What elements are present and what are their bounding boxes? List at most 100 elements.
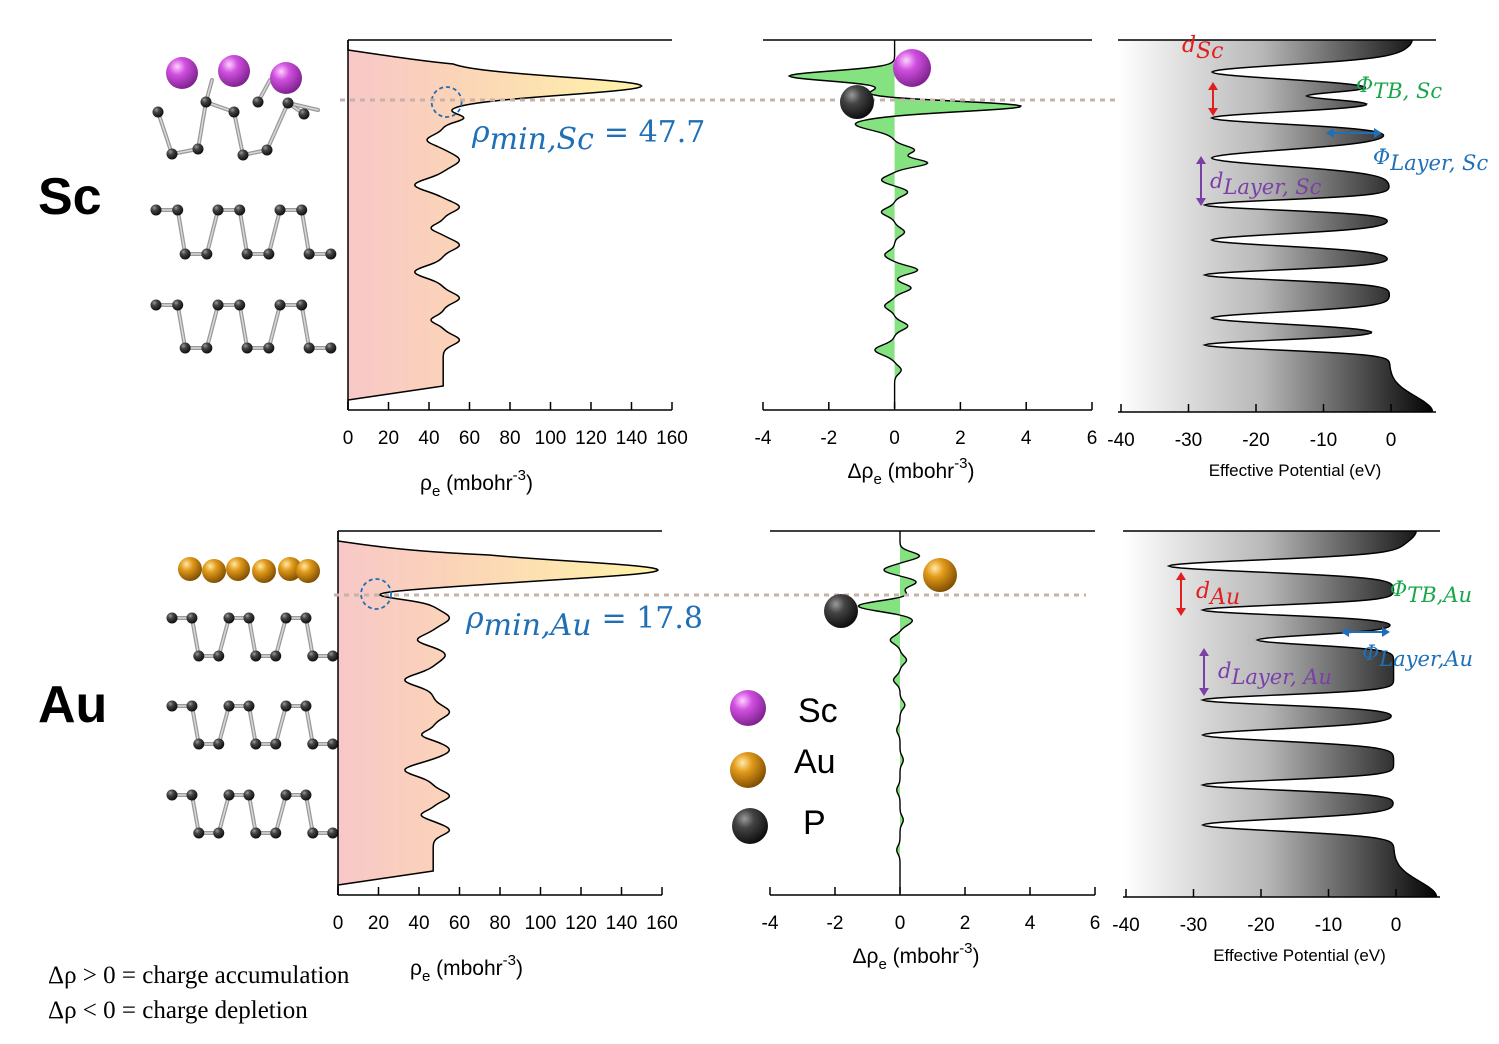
atom bbox=[223, 789, 235, 801]
atomic-structures bbox=[150, 55, 339, 839]
bond-highlight bbox=[176, 209, 186, 255]
bond-highlight bbox=[238, 304, 248, 349]
atom bbox=[296, 559, 320, 583]
p-sphere-marker-au bbox=[824, 594, 858, 628]
drho-tick-label: -2 bbox=[827, 913, 844, 934]
drho-axis-label: Δρe (mbohr-3) bbox=[853, 940, 980, 973]
atom bbox=[243, 700, 255, 712]
d-sc-arrow-head-top bbox=[1208, 82, 1218, 90]
atom bbox=[166, 789, 178, 801]
bond-highlight bbox=[248, 617, 257, 657]
bond-highlight bbox=[233, 111, 244, 156]
atom bbox=[252, 96, 264, 108]
bond-highlight bbox=[268, 209, 281, 255]
atom bbox=[213, 738, 225, 750]
drho-curve-line bbox=[857, 531, 921, 893]
axis-label-sub: e bbox=[873, 471, 881, 488]
rho-min-sc-annotation: ρmin,Sc = 47.7 bbox=[471, 115, 705, 157]
atom bbox=[263, 342, 275, 354]
legend: Sc Au P bbox=[730, 690, 838, 844]
atom bbox=[166, 700, 178, 712]
atom bbox=[274, 204, 286, 216]
legend-p-sphere bbox=[732, 808, 768, 844]
atom bbox=[250, 650, 262, 662]
pot-tick-label: 0 bbox=[1386, 430, 1397, 451]
phi-layer-sc-arrow-head-right bbox=[1374, 128, 1382, 138]
rho-subscript: min,Au bbox=[484, 608, 592, 643]
atom bbox=[327, 650, 339, 662]
atom bbox=[193, 827, 205, 839]
axis-label-unit: (mbohr bbox=[440, 472, 512, 495]
atom bbox=[296, 204, 308, 216]
row-label-sc: Sc bbox=[38, 168, 102, 226]
atom bbox=[261, 144, 273, 156]
rho-tick-label: 80 bbox=[489, 913, 510, 934]
drho-curve-line bbox=[787, 40, 1023, 408]
atom bbox=[270, 827, 282, 839]
atom bbox=[213, 827, 225, 839]
axis-label-sup: -3 bbox=[959, 940, 972, 957]
atom bbox=[226, 557, 250, 581]
bond-highlight bbox=[305, 794, 314, 834]
rho-curve-line bbox=[347, 40, 643, 410]
atom bbox=[280, 700, 292, 712]
atom bbox=[303, 248, 315, 260]
phi-tb-au-label: ΦTB,Au bbox=[1390, 577, 1472, 607]
note-accumulation: Δρ > 0 = charge accumulation bbox=[48, 962, 350, 989]
atom bbox=[296, 299, 308, 311]
row-label-au: Au bbox=[38, 676, 107, 734]
rho-tick-label: 20 bbox=[378, 428, 399, 449]
atom bbox=[212, 204, 224, 216]
d-sc-label: dSc bbox=[1182, 33, 1224, 64]
atom bbox=[193, 738, 205, 750]
pot-axis-label: Effective Potential (eV) bbox=[1213, 946, 1386, 965]
atom bbox=[201, 342, 213, 354]
axis-label-sup: -3 bbox=[954, 455, 967, 472]
axis-label-end: ) bbox=[968, 460, 975, 483]
bond-highlight bbox=[217, 794, 230, 834]
pot-tick-label: -40 bbox=[1107, 430, 1134, 451]
atom bbox=[307, 738, 319, 750]
rho-value: = 17.8 bbox=[602, 601, 703, 636]
bond-highlight bbox=[157, 111, 173, 155]
bond-highlight bbox=[206, 209, 219, 255]
axis-label-main: Δρ bbox=[853, 945, 879, 968]
axis-label-sub: e bbox=[432, 483, 440, 500]
atom bbox=[223, 612, 235, 624]
rho-tick-label: 160 bbox=[646, 913, 678, 934]
atom bbox=[152, 106, 164, 118]
rho-curve-line bbox=[337, 531, 660, 895]
atom bbox=[192, 143, 204, 155]
pot-tick-label: -20 bbox=[1242, 430, 1269, 451]
rho-min-circle bbox=[360, 578, 392, 610]
legend-p-label: P bbox=[803, 804, 826, 842]
axis-label-sup: -3 bbox=[513, 467, 526, 484]
rho-tick-label: 0 bbox=[343, 428, 354, 449]
phi-layer-au-arrow-head-right bbox=[1382, 627, 1390, 637]
atom bbox=[327, 827, 339, 839]
rho-tick-label: 20 bbox=[368, 913, 389, 934]
atom bbox=[201, 248, 213, 260]
drho-area-fill bbox=[858, 531, 920, 893]
legend-sc-label: Sc bbox=[798, 692, 838, 730]
rho-tick-label: 40 bbox=[408, 913, 429, 934]
bond-highlight bbox=[300, 304, 310, 349]
atom bbox=[202, 559, 226, 583]
bond-highlight bbox=[266, 102, 289, 151]
atom bbox=[263, 248, 275, 260]
axis-label-unit: (mbohr bbox=[887, 945, 959, 968]
drho-tick-label: 0 bbox=[895, 913, 906, 934]
axis-label-end: ) bbox=[973, 945, 980, 968]
atom bbox=[300, 612, 312, 624]
atom bbox=[234, 299, 246, 311]
bond-highlight bbox=[191, 794, 200, 834]
drho-tick-label: 4 bbox=[1021, 428, 1032, 449]
rho-tick-label: 100 bbox=[535, 428, 567, 449]
atom bbox=[298, 108, 310, 120]
drho-tick-label: 6 bbox=[1090, 913, 1101, 934]
rho-tick-label: 60 bbox=[459, 428, 480, 449]
pot-white-area bbox=[1204, 40, 1436, 412]
rho-tick-label: 120 bbox=[575, 428, 607, 449]
bond-highlight bbox=[274, 794, 287, 834]
